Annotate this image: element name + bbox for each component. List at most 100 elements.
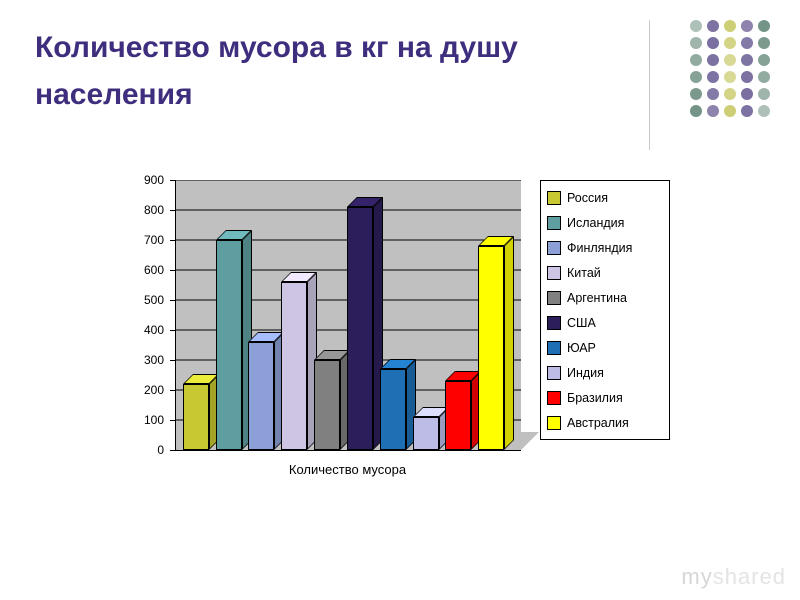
y-axis: 0100200300400500600700800900 xyxy=(130,180,170,450)
y-tick-label: 900 xyxy=(144,173,164,187)
legend-label: Россия xyxy=(567,191,608,205)
legend-item: ЮАР xyxy=(547,335,663,360)
decor-dot xyxy=(741,20,753,32)
legend-label: Аргентина xyxy=(567,291,627,305)
slide: Количество мусора в кг на душу населения… xyxy=(0,0,800,600)
decor-dots xyxy=(690,20,770,117)
y-tick-label: 100 xyxy=(144,413,164,427)
legend: Россия Исландия Финляндия Китай Аргентина США… xyxy=(540,180,670,440)
decor-dot xyxy=(707,54,719,66)
legend-item: Индия xyxy=(547,360,663,385)
decor-dot xyxy=(690,88,702,100)
bar xyxy=(216,240,242,450)
bar-front xyxy=(216,240,242,450)
bar-front xyxy=(478,246,504,450)
legend-swatch xyxy=(547,241,561,255)
y-tick-label: 300 xyxy=(144,353,164,367)
legend-item: Австралия xyxy=(547,410,663,435)
legend-swatch xyxy=(547,216,561,230)
legend-label: Китай xyxy=(567,266,601,280)
bar-front xyxy=(380,369,406,450)
bar-front xyxy=(248,342,274,450)
bar-front xyxy=(413,417,439,450)
decor-dot xyxy=(758,88,770,100)
bar-side xyxy=(504,236,514,450)
plot-bg xyxy=(175,180,521,451)
watermark-left: my xyxy=(681,564,712,589)
decor-dot xyxy=(724,105,736,117)
y-tick-label: 600 xyxy=(144,263,164,277)
legend-swatch xyxy=(547,191,561,205)
decor-dot xyxy=(690,20,702,32)
legend-item: Россия xyxy=(547,185,663,210)
y-tick-label: 200 xyxy=(144,383,164,397)
decor-divider xyxy=(649,20,650,150)
decor-dot xyxy=(707,88,719,100)
bar xyxy=(281,282,307,450)
decor-dot xyxy=(690,54,702,66)
legend-label: США xyxy=(567,316,596,330)
decor-dot xyxy=(741,54,753,66)
decor-dot xyxy=(724,54,736,66)
legend-swatch xyxy=(547,291,561,305)
decor-dot xyxy=(690,105,702,117)
watermark-right: shared xyxy=(713,564,786,589)
legend-item: Китай xyxy=(547,260,663,285)
watermark: myshared xyxy=(681,564,786,590)
legend-item: Бразилия xyxy=(547,385,663,410)
bar xyxy=(314,360,340,450)
legend-swatch xyxy=(547,366,561,380)
legend-swatch xyxy=(547,266,561,280)
decor-dot xyxy=(690,37,702,49)
decor-dot xyxy=(690,71,702,83)
bar-front xyxy=(314,360,340,450)
y-tick-label: 700 xyxy=(144,233,164,247)
decor-dot xyxy=(724,37,736,49)
decor-dot xyxy=(707,37,719,49)
bar-front xyxy=(183,384,209,450)
legend-item: Исландия xyxy=(547,210,663,235)
decor-dot xyxy=(707,105,719,117)
legend-swatch xyxy=(547,416,561,430)
bar xyxy=(380,369,406,450)
bar xyxy=(248,342,274,450)
y-tick-label: 0 xyxy=(157,443,164,457)
decor-dot xyxy=(758,37,770,49)
decor-dot xyxy=(758,105,770,117)
chart: 0100200300400500600700800900 Количество … xyxy=(130,180,670,490)
decor-dot xyxy=(724,71,736,83)
decor-dot xyxy=(707,71,719,83)
bar xyxy=(347,207,373,450)
bar-front xyxy=(281,282,307,450)
x-axis-label: Количество мусора xyxy=(175,462,520,477)
bar xyxy=(445,381,471,450)
bars-container xyxy=(176,180,521,450)
legend-label: Финляндия xyxy=(567,241,632,255)
y-tick-label: 400 xyxy=(144,323,164,337)
bar xyxy=(413,417,439,450)
bar-front xyxy=(445,381,471,450)
legend-swatch xyxy=(547,391,561,405)
decor-dot xyxy=(758,71,770,83)
decor-dot xyxy=(724,88,736,100)
bar xyxy=(478,246,504,450)
bar xyxy=(183,384,209,450)
decor-dot xyxy=(758,54,770,66)
decor-dot xyxy=(741,37,753,49)
legend-item: США xyxy=(547,310,663,335)
legend-label: Бразилия xyxy=(567,391,623,405)
decor-dot xyxy=(741,71,753,83)
legend-item: Финляндия xyxy=(547,235,663,260)
decor-dot xyxy=(741,88,753,100)
bar-front xyxy=(347,207,373,450)
decor-dot xyxy=(741,105,753,117)
legend-swatch xyxy=(547,341,561,355)
decor-dot xyxy=(758,20,770,32)
legend-label: Исландия xyxy=(567,216,624,230)
legend-label: Индия xyxy=(567,366,604,380)
slide-title: Количество мусора в кг на душу населения xyxy=(35,25,595,118)
legend-label: Австралия xyxy=(567,416,629,430)
chart-plot-area: 0100200300400500600700800900 Количество … xyxy=(130,180,525,450)
y-tick-label: 800 xyxy=(144,203,164,217)
decor-dot xyxy=(724,20,736,32)
